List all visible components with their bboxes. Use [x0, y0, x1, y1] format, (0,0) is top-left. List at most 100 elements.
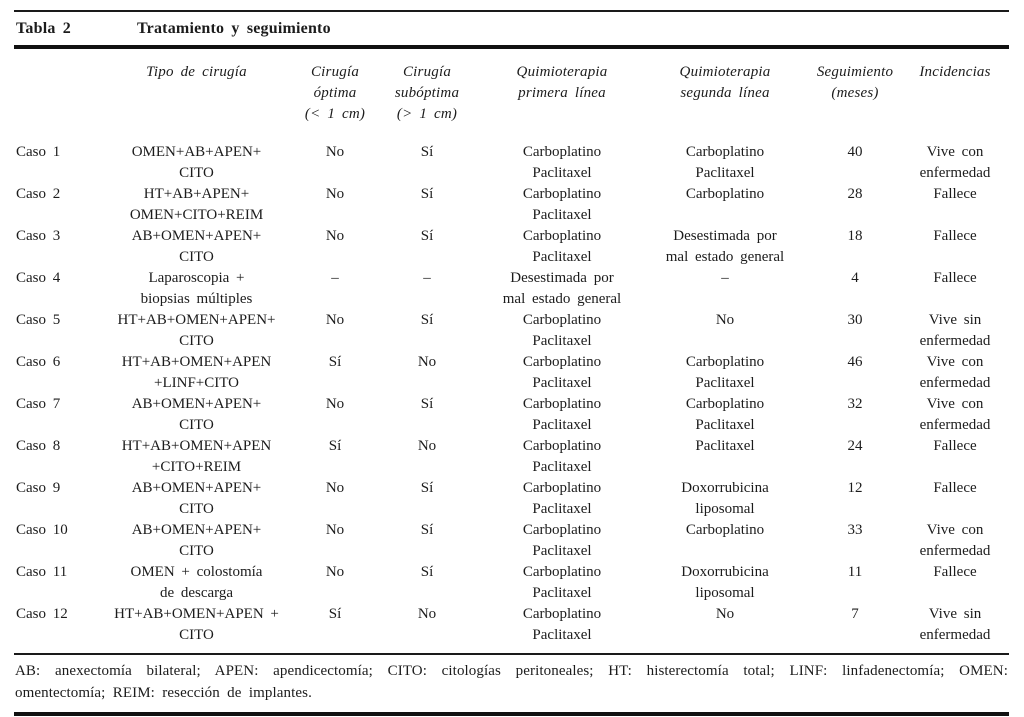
cell-quimio-primera: Carboplatino Paclitaxel	[522, 144, 602, 181]
col-header-seguimiento: Seguimiento (meses)	[816, 64, 894, 101]
cell-seguimiento-meses: 24	[847, 438, 863, 454]
table-row: Caso 5 HT+AB+OMEN+APEN+ CITO No Sí Carbo…	[14, 310, 1009, 352]
cell-quimio-primera: Carboplatino Paclitaxel	[522, 438, 602, 475]
cell-quimio-primera: Carboplatino Paclitaxel	[522, 606, 602, 643]
cell-cirugia-optima: Sí	[328, 606, 342, 622]
cell-tipo-cirugia: HT+AB+OMEN+APEN + CITO	[114, 606, 279, 643]
table-row: Caso 9 AB+OMEN+APEN+ CITO No Sí Carbopla…	[14, 478, 1009, 520]
table-row: Caso 2 HT+AB+APEN+ OMEN+CITO+REIM No Sí …	[14, 184, 1009, 226]
cell-quimio-primera: Carboplatino Paclitaxel	[522, 564, 602, 601]
cell-incidencias: Fallece	[933, 270, 977, 286]
cell-cirugia-optima: No	[325, 312, 345, 328]
cell-seguimiento-meses: 18	[847, 228, 863, 244]
cell-seguimiento-meses: 30	[847, 312, 863, 328]
cell-quimio-segunda: Carboplatino Paclitaxel	[685, 354, 765, 391]
cell-incidencias: Vive con enfermedad	[919, 522, 991, 559]
cell-quimio-primera: Carboplatino Paclitaxel	[522, 480, 602, 517]
cell-tipo-cirugia: HT+AB+APEN+ OMEN+CITO+REIM	[129, 186, 264, 223]
cell-incidencias: Fallece	[933, 438, 977, 454]
cell-caso: Caso 4	[16, 270, 61, 286]
cell-seguimiento-meses: 11	[847, 564, 863, 580]
cell-caso: Caso 8	[16, 438, 61, 454]
cell-incidencias: Vive con enfermedad	[919, 144, 991, 181]
cell-tipo-cirugia: HT+AB+OMEN+APEN +LINF+CITO	[121, 354, 272, 391]
cell-cirugia-suboptima: Sí	[420, 228, 434, 244]
cell-caso: Caso 5	[16, 312, 61, 328]
cell-cirugia-suboptima: No	[417, 606, 437, 622]
cell-incidencias: Vive con enfermedad	[919, 354, 991, 391]
cell-seguimiento-meses: 46	[847, 354, 863, 370]
cell-incidencias: Fallece	[933, 480, 977, 496]
cell-tipo-cirugia: OMEN + colostomía de descarga	[130, 564, 263, 601]
table-row: Caso 10 AB+OMEN+APEN+ CITO No Sí Carbopl…	[14, 520, 1009, 562]
cell-cirugia-suboptima: Sí	[420, 564, 434, 580]
cell-quimio-primera: Carboplatino Paclitaxel	[522, 186, 602, 223]
table-row: Caso 4 Laparoscopia + biopsias múltiples…	[14, 268, 1009, 310]
table-row: Caso 11 OMEN + colostomía de descarga No…	[14, 562, 1009, 604]
cell-incidencias: Vive sin enfermedad	[919, 312, 991, 349]
cell-seguimiento-meses: 7	[851, 606, 859, 622]
cell-quimio-primera: Carboplatino Paclitaxel	[522, 228, 602, 265]
cell-seguimiento-meses: 12	[847, 480, 863, 496]
cell-seguimiento-meses: 32	[847, 396, 863, 412]
cell-tipo-cirugia: Laparoscopia + biopsias múltiples	[140, 270, 253, 307]
table-row: Caso 6 HT+AB+OMEN+APEN +LINF+CITO Sí No …	[14, 352, 1009, 394]
cell-quimio-segunda: Carboplatino Paclitaxel	[685, 144, 765, 181]
cell-tipo-cirugia: HT+AB+OMEN+APEN +CITO+REIM	[121, 438, 272, 475]
cell-caso: Caso 1	[16, 144, 61, 160]
cell-cirugia-suboptima: Sí	[420, 522, 434, 538]
cell-seguimiento-meses: 28	[847, 186, 863, 202]
cell-cirugia-optima: Sí	[328, 438, 342, 454]
cell-tipo-cirugia: OMEN+AB+APEN+ CITO	[131, 144, 262, 181]
cell-quimio-segunda: No	[715, 606, 735, 622]
cell-caso: Caso 3	[16, 228, 61, 244]
table-row: Caso 12 HT+AB+OMEN+APEN + CITO Sí No Car…	[14, 604, 1009, 646]
table-row: Caso 7 AB+OMEN+APEN+ CITO No Sí Carbopla…	[14, 394, 1009, 436]
cell-caso: Caso 11	[16, 564, 68, 580]
col-header-caso	[14, 49, 94, 142]
cell-cirugia-suboptima: Sí	[420, 396, 434, 412]
cell-tipo-cirugia: AB+OMEN+APEN+ CITO	[131, 480, 262, 517]
table-title: Tratamiento y seguimiento	[137, 20, 331, 37]
cell-seguimiento-meses: 40	[847, 144, 863, 160]
cell-cirugia-optima: No	[325, 480, 345, 496]
cell-cirugia-suboptima: No	[417, 354, 437, 370]
cell-seguimiento-meses: 4	[851, 270, 859, 286]
cell-incidencias: Fallece	[933, 186, 977, 202]
cell-quimio-segunda: Doxorrubicina liposomal	[681, 564, 769, 601]
cell-caso: Caso 10	[16, 522, 68, 538]
cell-cirugia-optima: Sí	[328, 354, 342, 370]
col-header-quimio-segunda: Quimioterapia segunda línea	[679, 64, 771, 101]
cell-quimio-segunda: Carboplatino	[685, 522, 765, 538]
cell-tipo-cirugia: HT+AB+OMEN+APEN+ CITO	[117, 312, 276, 349]
col-header-cirugia-suboptima: Cirugía subóptima (> 1 cm)	[394, 64, 460, 122]
cell-tipo-cirugia: AB+OMEN+APEN+ CITO	[131, 396, 262, 433]
cell-quimio-primera: Carboplatino Paclitaxel	[522, 396, 602, 433]
cell-quimio-segunda: Paclitaxel	[695, 438, 755, 454]
cell-cirugia-optima: No	[325, 396, 345, 412]
cell-caso: Caso 9	[16, 480, 61, 496]
cell-cirugia-optima: No	[325, 144, 345, 160]
cell-caso: Caso 2	[16, 186, 61, 202]
cell-cirugia-suboptima: Sí	[420, 312, 434, 328]
cell-seguimiento-meses: 33	[847, 522, 863, 538]
table-row: Caso 3 AB+OMEN+APEN+ CITO No Sí Carbopla…	[14, 226, 1009, 268]
cell-cirugia-optima: No	[325, 522, 345, 538]
cell-cirugia-suboptima: Sí	[420, 480, 434, 496]
cell-cirugia-optima: –	[331, 270, 339, 286]
cell-tipo-cirugia: AB+OMEN+APEN+ CITO	[131, 522, 262, 559]
cell-quimio-segunda: Desestimada por mal estado general	[665, 228, 785, 265]
table-caption: Tabla 2 Tratamiento y seguimiento	[14, 10, 1009, 49]
cell-tipo-cirugia: AB+OMEN+APEN+ CITO	[131, 228, 262, 265]
cell-caso: Caso 12	[16, 606, 68, 622]
col-header-quimio-primera: Quimioterapia primera línea	[516, 64, 608, 101]
cell-quimio-primera: Desestimada por mal estado general	[502, 270, 622, 307]
cell-cirugia-suboptima: Sí	[420, 186, 434, 202]
footnote-text: AB: anexectomía bilateral; APEN: apendic…	[15, 663, 1008, 701]
treatment-followup-table: Tipo de cirugía Cirugía óptima (< 1 cm) …	[14, 49, 1009, 646]
header-row: Tipo de cirugía Cirugía óptima (< 1 cm) …	[14, 49, 1009, 142]
cell-incidencias: Fallece	[933, 564, 977, 580]
cell-quimio-primera: Carboplatino Paclitaxel	[522, 312, 602, 349]
cell-cirugia-optima: No	[325, 228, 345, 244]
